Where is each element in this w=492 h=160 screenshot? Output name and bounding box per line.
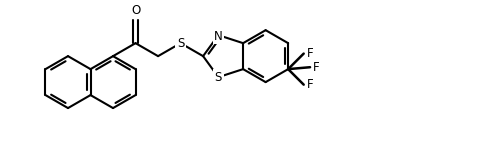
Text: F: F bbox=[313, 61, 320, 74]
Text: S: S bbox=[215, 71, 222, 84]
Text: F: F bbox=[307, 78, 313, 91]
Text: F: F bbox=[307, 47, 313, 60]
Text: S: S bbox=[177, 37, 184, 50]
Text: O: O bbox=[131, 4, 140, 17]
Text: N: N bbox=[214, 30, 223, 43]
